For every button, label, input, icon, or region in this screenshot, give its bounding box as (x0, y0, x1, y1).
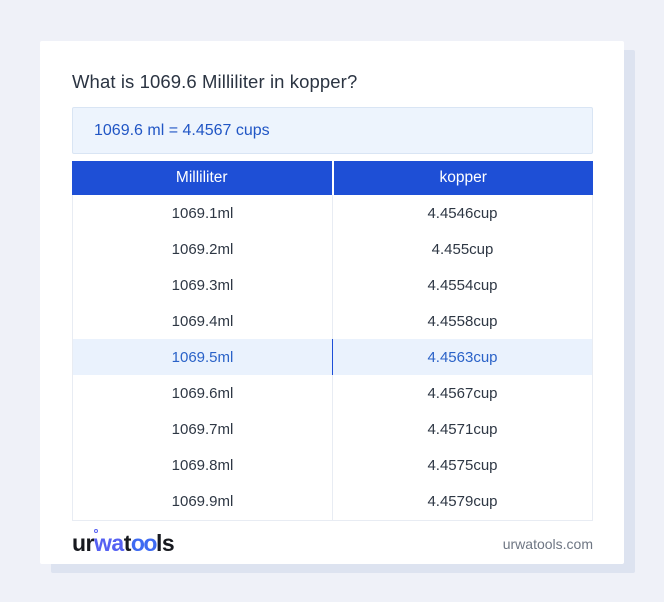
site-url-text: urwatools.com (502, 535, 593, 552)
column-header-milliliter: Milliliter (72, 161, 334, 195)
conversion-result-box: 1069.6 ml = 4.4567 cups (72, 107, 593, 154)
cup-cell: 4.4563cup (427, 348, 498, 366)
table-row[interactable]: 1069.3ml 4.4554cup (73, 267, 592, 304)
ml-cell: 1069.5ml (73, 339, 333, 376)
ml-cell: 1069.6ml (73, 375, 333, 412)
cup-cell: 4.4554cup (427, 276, 498, 294)
column-header-kopper: kopper (333, 161, 593, 195)
ml-cell: 1069.3ml (73, 267, 333, 304)
card-footer: ur watools urwatools.com (72, 523, 593, 564)
table-row[interactable]: 1069.7ml 4.4571cup (73, 411, 592, 448)
cup-cell: 4.4571cup (427, 421, 498, 439)
conversion-card: What is 1069.6 Milliliter in kopper? 106… (40, 41, 624, 564)
ml-cell: 1069.7ml (73, 411, 333, 448)
page-title: What is 1069.6 Milliliter in kopper? (72, 71, 358, 92)
table-row[interactable]: 1069.9ml 4.4579cup (73, 483, 592, 520)
table-header-row: Milliliter kopper (72, 161, 593, 195)
table-body: 1069.1ml 4.4546cup 1069.2ml 4.455cup 106… (72, 195, 593, 521)
logo-part-ls: ls (155, 530, 175, 556)
table-row[interactable]: 1069.8ml 4.4575cup (73, 447, 592, 484)
cup-cell: 4.4575cup (427, 457, 498, 475)
cup-cell: 4.4579cup (427, 493, 498, 511)
logo-part-wa: wa (94, 529, 124, 556)
conversion-table: Milliliter kopper 1069.1ml 4.4546cup 106… (72, 161, 593, 521)
cup-cell: 4.455cup (431, 240, 494, 258)
table-row-highlighted[interactable]: 1069.5ml 4.4563cup (73, 339, 592, 376)
logo-part-ur: ur (72, 530, 95, 556)
cup-cell: 4.4567cup (427, 385, 498, 403)
ml-cell: 1069.1ml (73, 195, 333, 232)
table-row[interactable]: 1069.4ml 4.4558cup (73, 303, 592, 340)
logo-part-oo: oo (130, 530, 158, 556)
cup-cell: 4.4558cup (427, 312, 498, 330)
cup-cell: 4.4546cup (427, 204, 498, 222)
ml-cell: 1069.8ml (73, 447, 333, 484)
urwatools-logo[interactable]: ur watools (72, 529, 175, 556)
logo-part-t: t (123, 530, 132, 556)
ml-cell: 1069.9ml (73, 483, 333, 520)
ml-cell: 1069.4ml (73, 303, 333, 340)
logo-ring-icon (94, 529, 98, 533)
table-row[interactable]: 1069.1ml 4.4546cup (73, 195, 592, 232)
table-row[interactable]: 1069.6ml 4.4567cup (73, 375, 592, 412)
conversion-result-text: 1069.6 ml = 4.4567 cups (94, 121, 270, 139)
table-row[interactable]: 1069.2ml 4.455cup (73, 231, 592, 268)
ml-cell: 1069.2ml (73, 231, 333, 268)
